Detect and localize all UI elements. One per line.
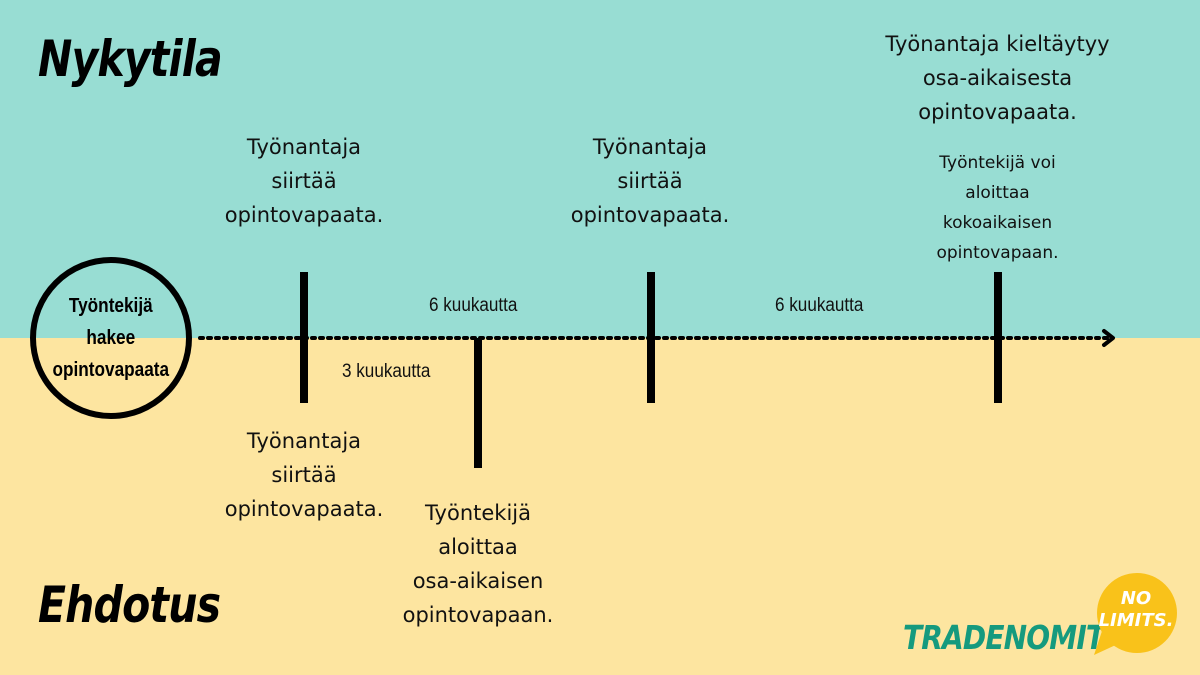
note-bottom-part-time: Työntekijä aloittaa osa-aikaisen opintov… — [402, 501, 554, 627]
duration-first-six: 6 kuukautta — [429, 295, 518, 316]
start-node: Työntekijä hakee opintovapaata — [30, 257, 192, 419]
note-top-first-transfer: Työnantaja siirtää opintovapaata. — [224, 135, 384, 227]
note-top-full-time: Työntekijä voi aloittaa kokoaikaisen opi… — [936, 153, 1059, 263]
note-bottom-transfer: Työnantaja siirtää opintovapaata. — [224, 429, 384, 521]
timeline-arrowhead — [1102, 329, 1115, 347]
no-limits-bubble-icon — [1094, 573, 1177, 655]
no-limits-text: NO LIMITS. — [1098, 588, 1174, 631]
nykytila-title: Nykytila — [38, 30, 223, 88]
start-label: Työntekijä hakee opintovapaata — [52, 295, 170, 381]
note-top-second-transfer: Työnantaja siirtää opintovapaata. — [570, 135, 730, 227]
marker-second-transfer — [647, 272, 655, 403]
marker-part-time-start — [474, 338, 482, 468]
marker-first-transfer — [300, 272, 308, 403]
duration-three: 3 kuukautta — [342, 361, 431, 382]
ehdotus-title: Ehdotus — [38, 576, 221, 634]
duration-second-six: 6 kuukautta — [775, 295, 864, 316]
marker-refusal — [994, 272, 1002, 403]
tradenomit-logo-word: TRADENOMIT. — [903, 618, 1110, 657]
note-top-refusal: Työnantaja kieltäytyy osa-aikaisesta opi… — [885, 32, 1110, 124]
